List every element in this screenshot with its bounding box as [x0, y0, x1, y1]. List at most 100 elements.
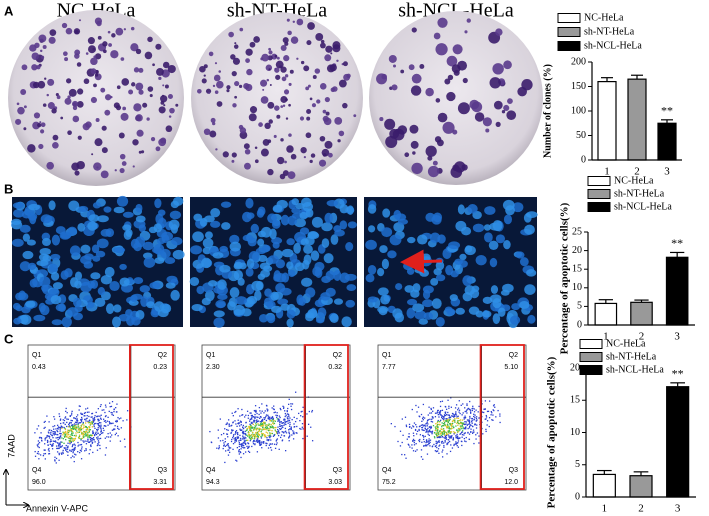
event-dot: [94, 433, 96, 436]
colony: [120, 57, 125, 61]
bar: [665, 256, 689, 326]
event-dot: [444, 441, 446, 443]
event-dot: [446, 433, 449, 436]
event-dot: [286, 410, 288, 413]
event-dot: [302, 416, 304, 418]
event-dot: [256, 416, 258, 418]
colony: [306, 40, 312, 46]
event-dot: [438, 440, 440, 443]
colony: [210, 117, 216, 123]
event-dot: [48, 421, 50, 423]
event-dot: [53, 431, 55, 433]
event-dot: [71, 410, 73, 412]
colony: [452, 129, 458, 135]
event-dot: [274, 426, 276, 429]
event-dot: [446, 426, 449, 429]
event-dot: [269, 416, 271, 419]
event-dot: [81, 448, 83, 450]
nucleus: [154, 301, 165, 312]
event-dot: [93, 423, 96, 425]
event-dot: [71, 438, 73, 440]
event-dot: [95, 431, 97, 433]
event-dot: [49, 441, 51, 443]
event-dot: [421, 420, 423, 422]
event-dot: [79, 430, 82, 432]
event-dot: [475, 416, 478, 418]
event-dot: [98, 421, 101, 424]
event-dot: [251, 427, 254, 429]
colony: [155, 146, 161, 152]
nucleus: [91, 244, 100, 254]
event-dot: [80, 443, 83, 446]
event-dot: [258, 433, 260, 436]
event-dot: [65, 449, 67, 451]
colony: [78, 19, 82, 22]
event-dot: [85, 408, 87, 410]
event-dot: [461, 444, 463, 447]
colony: [300, 60, 305, 65]
colony: [457, 102, 470, 115]
event-dot: [81, 418, 83, 420]
event-dot: [234, 439, 236, 442]
event-dot: [39, 454, 42, 456]
nucleus: [50, 271, 60, 281]
event-dot: [266, 426, 268, 428]
event-dot: [48, 435, 50, 437]
nucleus: [262, 244, 271, 252]
event-dot: [92, 432, 95, 434]
colony: [282, 37, 289, 44]
event-dot: [235, 423, 237, 425]
event-dot: [254, 413, 256, 416]
event-dot: [419, 438, 421, 441]
event-dot: [426, 422, 428, 424]
colony: [485, 128, 490, 133]
event-dot: [74, 427, 77, 429]
event-dot: [103, 409, 105, 411]
event-dot: [285, 423, 287, 426]
colony: [342, 102, 348, 109]
nucleus: [467, 204, 478, 214]
event-dot: [440, 431, 442, 433]
event-dot: [59, 418, 62, 420]
event-dot: [469, 400, 471, 403]
event-dot: [274, 420, 276, 422]
event-dot: [57, 438, 59, 441]
event-dot: [462, 412, 464, 414]
event-dot: [445, 408, 448, 410]
colony: [332, 86, 338, 92]
nucleus: [160, 248, 171, 259]
event-dot: [261, 432, 263, 435]
event-dot: [247, 439, 249, 442]
event-dot: [80, 450, 83, 452]
legend-label: NC-HeLa: [614, 175, 654, 186]
colony: [437, 17, 448, 28]
colony: [122, 106, 127, 111]
event-dot: [238, 445, 240, 448]
event-dot: [445, 406, 447, 408]
nucleus: [78, 205, 89, 213]
event-dot: [250, 425, 252, 428]
colony: [96, 166, 99, 169]
event-dot: [240, 429, 243, 431]
colony: [160, 101, 165, 105]
nucleus: [454, 258, 463, 265]
nucleus: [109, 280, 120, 292]
event-dot: [50, 433, 52, 435]
event-dot: [485, 430, 487, 433]
nucleus: [113, 304, 122, 313]
event-dot: [47, 435, 49, 437]
event-dot: [70, 440, 72, 442]
event-dot: [475, 409, 477, 411]
event-dot: [439, 430, 441, 432]
event-dot: [450, 406, 453, 408]
event-dot: [422, 436, 425, 438]
event-dot: [47, 449, 50, 451]
event-dot: [285, 414, 287, 416]
colony: [155, 43, 162, 50]
nucleus: [207, 280, 218, 287]
event-dot: [486, 424, 488, 426]
event-dot: [261, 403, 263, 405]
colony: [44, 77, 47, 80]
event-dot: [69, 421, 71, 424]
nucleus: [131, 316, 141, 326]
